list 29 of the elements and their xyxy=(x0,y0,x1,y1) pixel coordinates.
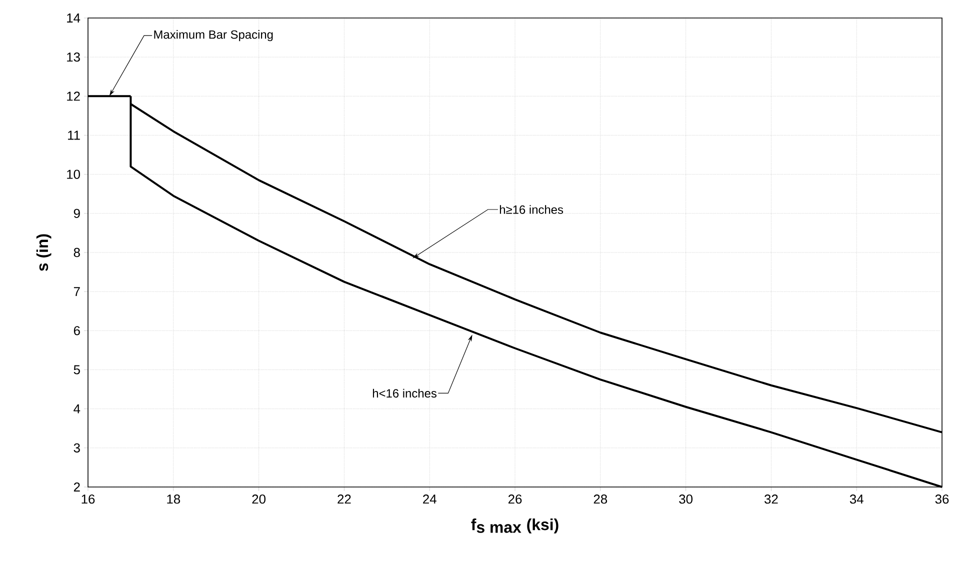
y-axis-title: s (in) xyxy=(36,234,52,271)
x-tick-label: 20 xyxy=(252,494,266,504)
y-tick-label: 4 xyxy=(74,404,80,414)
x-axis-title: $\textbf{f}_{\textbf{s max}}\textbf{ (ksi)}$ xyxy=(471,518,558,534)
x-tick-label: 26 xyxy=(508,494,522,504)
y-tick-label: 2 xyxy=(74,482,80,492)
x-tick-label: 18 xyxy=(167,494,180,504)
y-tick-label: 14 xyxy=(67,14,80,22)
annotation: h≥16 inches xyxy=(500,205,564,214)
y-tick-label: 11 xyxy=(68,130,80,140)
x-tick-label: 30 xyxy=(679,494,693,504)
x-tick-label: 22 xyxy=(338,494,351,504)
x-tick-label: 28 xyxy=(594,494,608,504)
y-tick-label: 9 xyxy=(74,208,80,218)
x-tick-label: 24 xyxy=(423,494,436,504)
x-tick-label: 36 xyxy=(935,494,949,504)
y-tick-label: 3 xyxy=(74,443,80,452)
x-tick-label: 16 xyxy=(82,494,95,504)
y-tick-label: 8 xyxy=(74,248,80,258)
annotation: h<16 inches xyxy=(372,388,436,398)
y-tick-label: 6 xyxy=(74,326,80,336)
y-tick-label: 13 xyxy=(67,52,80,62)
annotation: Maximum Bar Spacing xyxy=(154,30,273,42)
y-tick-label: 5 xyxy=(74,365,80,374)
y-tick-label: 12 xyxy=(67,92,80,101)
x-tick-label: 32 xyxy=(764,494,778,504)
y-tick-label: 10 xyxy=(67,170,80,179)
y-tick-label: 7 xyxy=(74,287,80,296)
x-tick-label: 34 xyxy=(850,494,864,504)
